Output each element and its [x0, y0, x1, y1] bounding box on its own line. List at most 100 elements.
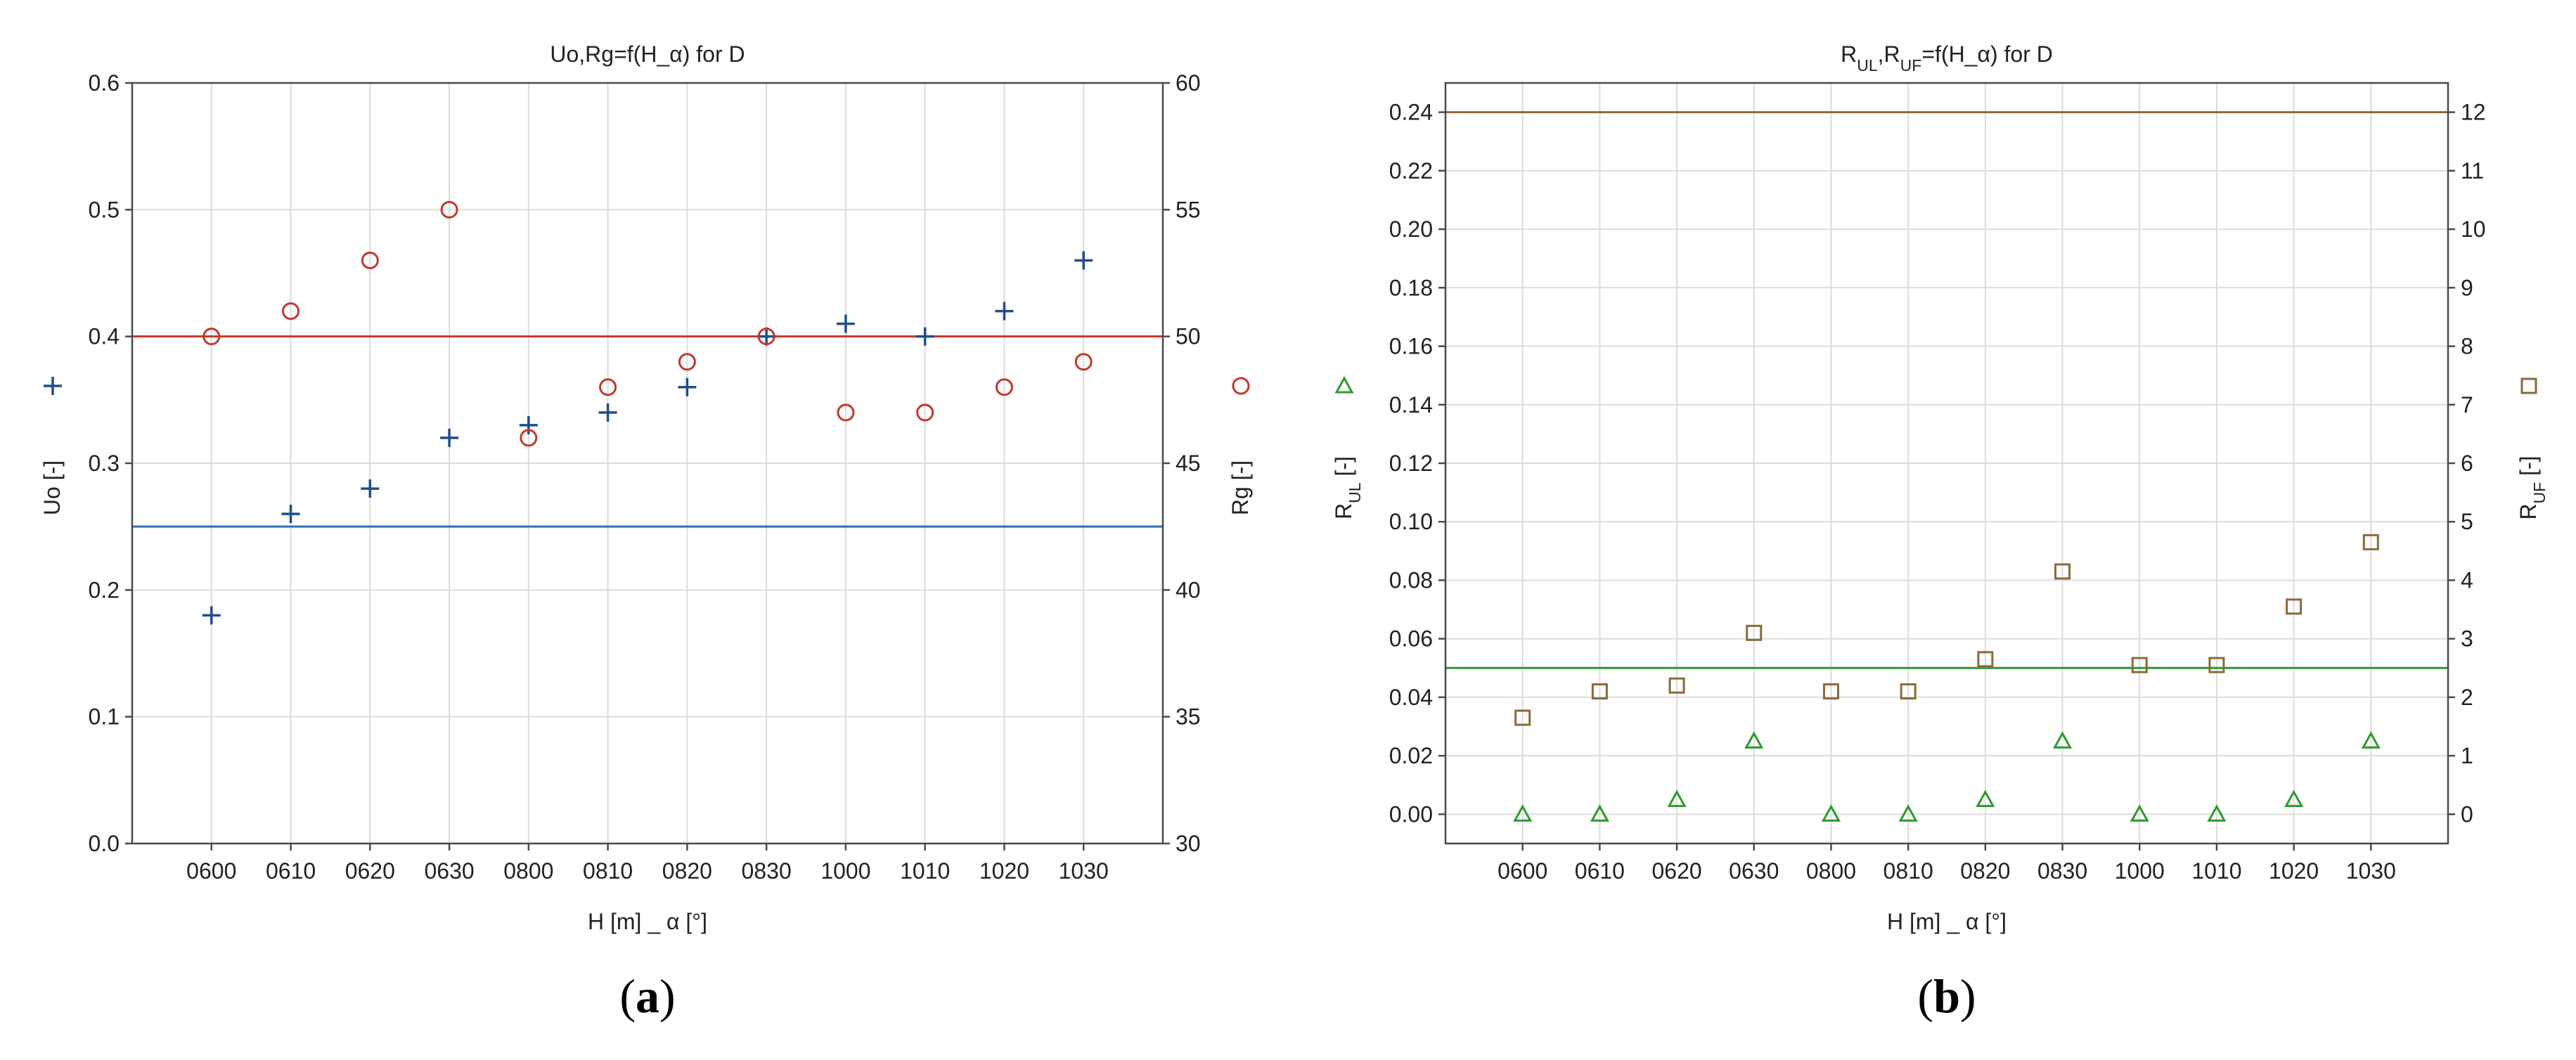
y-tick-label: 0.1 — [89, 704, 120, 730]
uo-point-0810 — [598, 403, 617, 422]
x-tick-label: 1000 — [2115, 858, 2165, 884]
chart-title-part: =f(H_α) for D — [1921, 41, 2053, 67]
ruf-point-1030 — [2362, 534, 2379, 550]
ruf-point-1000 — [2131, 657, 2148, 673]
y2-tick-label: 30 — [1176, 831, 1201, 856]
rg-point-0830 — [757, 328, 775, 346]
rul-point-1010 — [2207, 804, 2227, 822]
y-tick-label: 0.22 — [1389, 158, 1433, 183]
y2-tick-label: 4 — [2461, 567, 2473, 593]
grid-lines — [1445, 83, 2448, 844]
chart-title-part: ,R — [1878, 41, 1900, 67]
chart-title: Uo,Rg=f(H_α) for D — [550, 41, 745, 67]
y2-tick-label: 45 — [1176, 451, 1201, 476]
ruf-point-0620 — [1668, 677, 1685, 694]
y-axis-label: Uo [-] — [39, 460, 65, 515]
x-tick-label: 1010 — [2191, 858, 2241, 884]
x-tick-label: 0610 — [266, 858, 316, 884]
rg-point-0620 — [361, 251, 379, 269]
rul-point-0820 — [1976, 789, 1995, 808]
ruf-point-0820 — [1977, 651, 1994, 668]
x-tick-label: 0620 — [1651, 858, 1701, 884]
rg-legend-marker — [1232, 377, 1250, 395]
y2-tick-label: 60 — [1176, 70, 1201, 96]
series-rul — [1513, 731, 2381, 822]
y-axis-legend-marker — [1334, 375, 1354, 394]
ruf-point-0600 — [1514, 709, 1531, 726]
y-tick-label: 0.06 — [1389, 626, 1433, 652]
y-tick-label: 0.18 — [1389, 275, 1433, 300]
ruf-point-0800 — [1822, 683, 1839, 700]
x-tick-label: 1010 — [900, 858, 950, 884]
y-axis-legend-marker — [44, 377, 62, 395]
rg-point-0820 — [678, 353, 696, 371]
rg-point-1000 — [837, 403, 855, 422]
x-tick-label: 0610 — [1575, 858, 1625, 884]
y-tick-label: 0.5 — [89, 197, 120, 222]
x-tick-label: 1020 — [979, 858, 1029, 884]
y2-tick-label: 0 — [2461, 801, 2473, 827]
x-tick-label: 0620 — [345, 858, 395, 884]
uo-point-0600 — [202, 606, 221, 625]
y-tick-label: 0.12 — [1389, 451, 1433, 476]
uo-point-0820 — [678, 377, 697, 396]
x-tick-label: 0800 — [1806, 858, 1856, 884]
uo-point-0830 — [757, 327, 776, 346]
y-tick-label: 0.10 — [1389, 509, 1433, 534]
rul-point-0800 — [1821, 804, 1841, 822]
panel-label-part: b — [1933, 969, 1960, 1023]
uo-point-0620 — [361, 479, 380, 498]
rul-point-0610 — [1590, 804, 1609, 822]
y-tick-label: 0.20 — [1389, 216, 1433, 242]
grid-lines — [132, 82, 1163, 844]
panel-label: (a) — [619, 969, 675, 1023]
y2-axis-legend-marker — [1232, 377, 1250, 395]
y-tick-label: 0.16 — [1389, 334, 1433, 359]
y2-tick-label: 10 — [2461, 216, 2486, 242]
rul-point-0630 — [1744, 731, 1764, 749]
ruf-point-1020 — [2286, 598, 2303, 615]
y2-tick-label: 40 — [1176, 577, 1201, 602]
y-tick-label: 0.14 — [1389, 392, 1433, 418]
x-tick-label: 0830 — [2037, 858, 2087, 884]
y2-tick-label: 6 — [2461, 451, 2473, 476]
rg-point-0800 — [520, 429, 538, 447]
uo-point-1010 — [915, 327, 934, 346]
x-tick-label: 0820 — [1960, 858, 2010, 884]
y2-tick-label: 11 — [2461, 158, 2484, 183]
uo-point-0630 — [440, 428, 459, 447]
y-tick-label: 0.08 — [1389, 567, 1433, 593]
y-axis-label-part: [-] — [1331, 456, 1356, 482]
uo-legend-marker — [44, 377, 62, 395]
y-tick-label: 0.24 — [1389, 100, 1433, 125]
panel-label-part: a — [636, 969, 659, 1023]
x-axis-label: H [m] _ α [°] — [588, 909, 707, 934]
ruf-legend-marker — [2520, 377, 2537, 394]
x-tick-label: 0600 — [1498, 858, 1547, 884]
rul-point-0830 — [2053, 731, 2073, 749]
rul-point-0810 — [1898, 804, 1918, 822]
ruf-point-0810 — [1900, 683, 1917, 700]
y2-axis-label-part: UF — [2530, 482, 2549, 504]
y-tick-label: 0.2 — [89, 577, 120, 602]
panel-label-part: ) — [1960, 969, 1976, 1023]
rg-point-0630 — [440, 200, 458, 219]
x-tick-label: 0600 — [186, 858, 236, 884]
y2-axis-label-part: [-] — [2516, 455, 2541, 481]
x-tick-label: 1020 — [2269, 858, 2319, 884]
chart-panel-b: 0.00 0.02 0.04 0.06 0.08 0.10 0.12 0.14 0.16 0.18… — [1331, 41, 2549, 1023]
x-axis-label: H [m] _ α [°] — [1887, 909, 2007, 934]
y2-tick-label: 12 — [2461, 100, 2486, 125]
x-tick-label: 0820 — [662, 858, 712, 884]
ruf-point-0830 — [2054, 563, 2071, 580]
y2-axis-legend-marker — [2520, 377, 2537, 394]
y2-axis-label-part: R — [2516, 503, 2541, 519]
chart-title-part: UL — [1857, 56, 1878, 75]
y-axis-label-part: UL — [1346, 482, 1364, 503]
x-tick-label: 0810 — [1883, 858, 1933, 884]
y-tick-label: 0.3 — [89, 451, 120, 476]
y-tick-label: 0.04 — [1389, 685, 1433, 710]
y2-tick-label: 2 — [2461, 685, 2473, 710]
rul-point-1000 — [2130, 804, 2149, 822]
